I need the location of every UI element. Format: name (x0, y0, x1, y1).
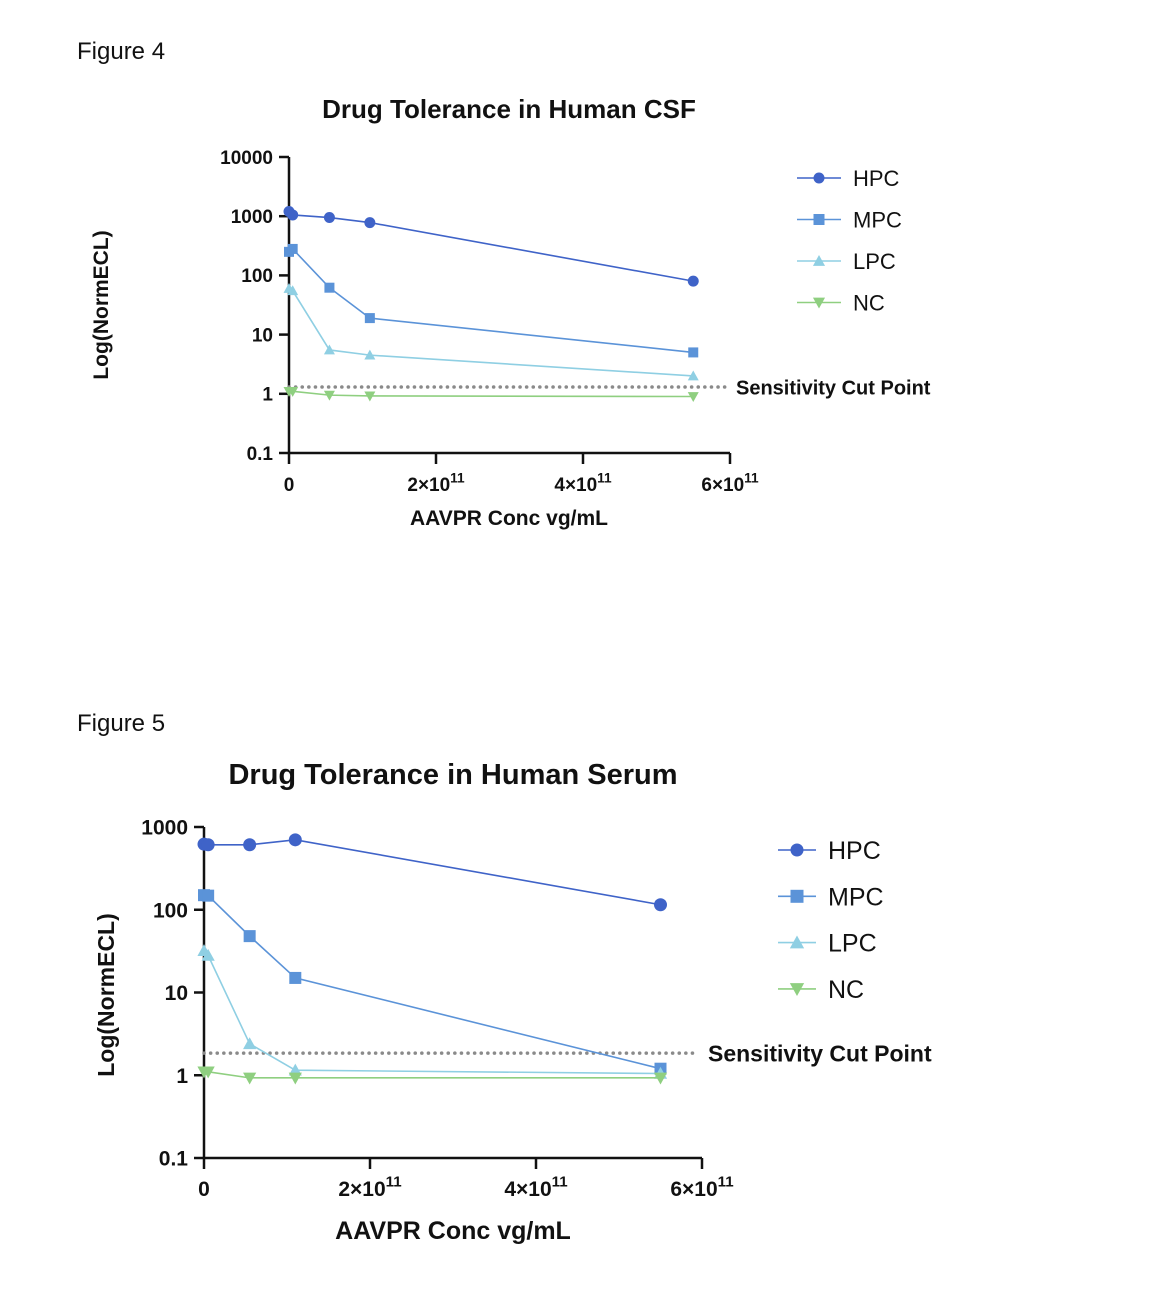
legend: HPC MPC LPC NC (778, 837, 884, 1004)
data-point-nc (288, 1072, 302, 1085)
legend-label-hpc: HPC (853, 166, 900, 191)
data-point-lpc (287, 285, 299, 296)
x-tick-label: 2×1011 (338, 1174, 401, 1201)
series-hpc (197, 833, 667, 912)
legend-marker-mpc (790, 889, 804, 903)
data-point-nc (201, 1066, 215, 1079)
legend-marker-nc (789, 983, 805, 997)
data-point-hpc (654, 898, 667, 912)
figure-5-label: Figure 5 (77, 710, 166, 737)
chart-1: Drug Tolerance in Human CSF 0.1 1 10 100 1000… (90, 94, 931, 530)
legend-marker-hpc (790, 843, 804, 857)
legend-marker-lpc (789, 935, 805, 949)
data-point-lpc (288, 1063, 302, 1076)
data-point-hpc (687, 275, 699, 287)
data-point-nc (653, 1072, 668, 1085)
x-tick-label: 4×1011 (554, 470, 612, 496)
legend-label-hpc: HPC (828, 837, 881, 865)
chart-title: Drug Tolerance in Human Serum (228, 759, 677, 791)
legend-label-mpc: MPC (828, 883, 884, 911)
y-tick-label: 1 (262, 385, 273, 406)
data-point-lpc (687, 370, 699, 381)
data-point-mpc (324, 282, 335, 293)
y-tick-label: 10000 (220, 148, 273, 169)
legend-label-nc: NC (828, 976, 864, 1004)
data-point-hpc (288, 833, 302, 847)
data-point-nc (687, 392, 699, 403)
figure-4-label: Figure 4 (77, 38, 166, 65)
legend-label-lpc: LPC (853, 249, 896, 274)
data-point-lpc (323, 344, 335, 355)
x-tick-label: 6×1011 (670, 1174, 733, 1201)
data-point-lpc (201, 948, 215, 961)
x-axis-label: AAVPR Conc vg/mL (335, 1217, 571, 1245)
data-point-mpc (243, 930, 256, 943)
series-hpc (283, 206, 699, 287)
data-point-mpc (364, 313, 375, 324)
x-tick-label: 6×1011 (701, 470, 759, 496)
legend-marker-nc (812, 297, 826, 309)
legend-marker-mpc (813, 214, 825, 225)
data-point-hpc (323, 212, 335, 224)
y-tick-label: 0.1 (247, 444, 274, 465)
data-point-nc (243, 1072, 257, 1085)
data-point-hpc (287, 209, 299, 221)
x-tick-label: 4×1011 (504, 1174, 567, 1201)
series-nc (283, 386, 699, 403)
legend-label-lpc: LPC (828, 930, 877, 958)
data-point-nc (287, 386, 299, 397)
data-point-nc (323, 390, 335, 401)
x-tick-label: 0 (284, 475, 295, 496)
y-axis-label: Log(NormECL) (90, 230, 113, 379)
data-point-mpc (287, 243, 298, 254)
y-tick-label: 1000 (141, 817, 188, 840)
sensitivity-cut-label: Sensitivity Cut Point (736, 377, 931, 399)
sensitivity-cut-label: Sensitivity Cut Point (708, 1040, 932, 1066)
data-point-hpc (201, 838, 215, 852)
y-tick-label: 100 (153, 899, 188, 922)
x-axis-label: AAVPR Conc vg/mL (410, 507, 608, 530)
x-tick-label: 0 (198, 1178, 210, 1201)
y-tick-label: 10 (165, 982, 188, 1005)
series-line-lpc (288, 287, 694, 377)
x-tick-label: 2×1011 (407, 470, 465, 496)
y-tick-label: 1 (176, 1065, 188, 1088)
data-point-lpc (364, 349, 376, 360)
data-point-mpc (202, 889, 215, 902)
series-line-nc (289, 390, 694, 398)
series-line-hpc (288, 210, 694, 282)
legend-label-nc: NC (853, 290, 885, 315)
series-nc (197, 1066, 668, 1085)
legend-marker-hpc (813, 172, 825, 184)
series-line-hpc (203, 839, 661, 906)
y-tick-label: 100 (241, 266, 273, 287)
chart-2: Drug Tolerance in Human Serum 0.1 1 10 100 10… (93, 759, 932, 1245)
data-point-lpc (243, 1037, 257, 1050)
series-mpc (198, 889, 667, 1075)
data-point-mpc (289, 971, 302, 984)
y-tick-label: 1000 (231, 207, 273, 228)
series-mpc (284, 243, 699, 358)
data-point-mpc (688, 347, 699, 358)
y-tick-label: 0.1 (159, 1148, 189, 1171)
y-tick-label: 10 (252, 325, 273, 346)
legend-label-mpc: MPC (853, 207, 902, 232)
y-axis-label: Log(NormECL) (93, 913, 119, 1077)
chart-title: Drug Tolerance in Human CSF (322, 94, 696, 124)
data-point-nc (364, 391, 376, 402)
series-line-mpc (203, 894, 661, 1070)
legend: HPC MPC LPC NC (797, 166, 902, 315)
legend-marker-lpc (812, 254, 826, 266)
series-lpc (283, 283, 699, 381)
series-line-mpc (288, 247, 694, 354)
data-point-hpc (364, 217, 376, 229)
data-point-hpc (243, 838, 257, 852)
